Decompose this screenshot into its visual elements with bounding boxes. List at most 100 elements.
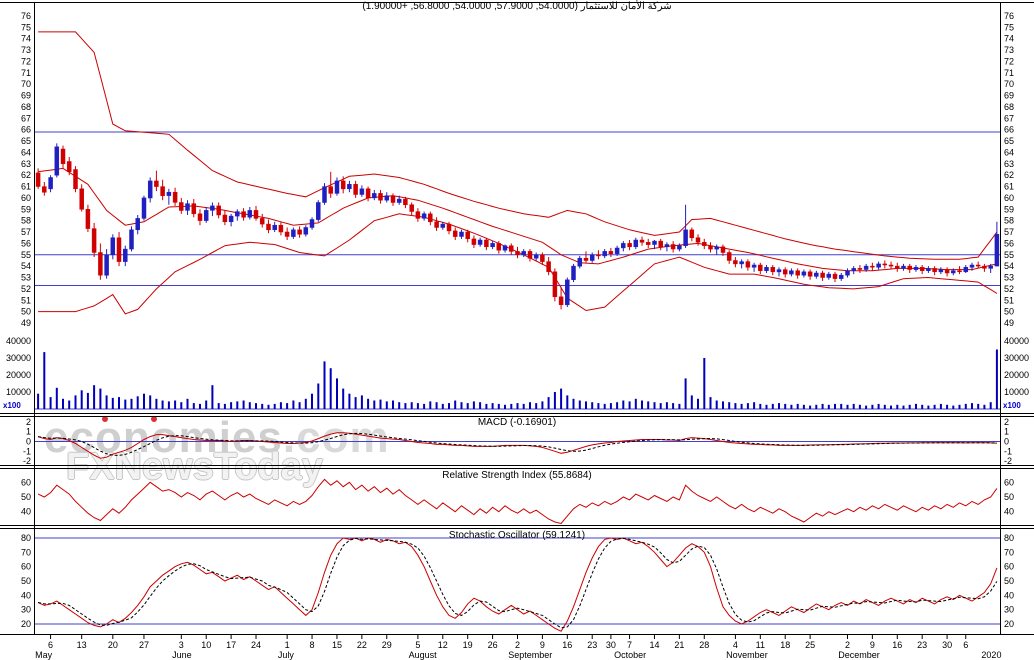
svg-text:40: 40 bbox=[21, 507, 31, 517]
svg-text:30000: 30000 bbox=[1004, 353, 1029, 363]
svg-text:71: 71 bbox=[1004, 68, 1014, 78]
svg-text:May: May bbox=[35, 650, 53, 660]
svg-text:60: 60 bbox=[21, 193, 31, 203]
svg-text:1: 1 bbox=[285, 640, 290, 650]
svg-text:51: 51 bbox=[1004, 295, 1014, 305]
svg-text:40: 40 bbox=[1004, 590, 1014, 600]
svg-text:70: 70 bbox=[1004, 547, 1014, 557]
svg-text:69: 69 bbox=[1004, 91, 1014, 101]
svg-text:73: 73 bbox=[21, 45, 31, 55]
svg-text:28: 28 bbox=[699, 640, 709, 650]
svg-text:56: 56 bbox=[1004, 238, 1014, 248]
svg-text:0: 0 bbox=[1004, 437, 1009, 447]
svg-text:50: 50 bbox=[1004, 492, 1014, 502]
rsi-layer bbox=[37, 478, 998, 525]
svg-text:68: 68 bbox=[1004, 102, 1014, 112]
volume-bars bbox=[37, 349, 998, 410]
macd-layer bbox=[37, 432, 997, 459]
svg-text:80: 80 bbox=[1004, 533, 1014, 543]
svg-text:27: 27 bbox=[139, 640, 149, 650]
svg-text:5: 5 bbox=[415, 640, 420, 650]
svg-text:10000: 10000 bbox=[6, 387, 31, 397]
svg-text:50: 50 bbox=[21, 492, 31, 502]
svg-text:16: 16 bbox=[892, 640, 902, 650]
svg-text:2: 2 bbox=[515, 640, 520, 650]
svg-text:2: 2 bbox=[1004, 417, 1009, 427]
svg-text:62: 62 bbox=[1004, 170, 1014, 180]
chart-title: شركة الأمان للاستثمار (54.0000, 57.9000,… bbox=[362, 1, 672, 12]
svg-text:30: 30 bbox=[1004, 605, 1014, 615]
svg-text:-2: -2 bbox=[23, 456, 31, 466]
svg-text:1: 1 bbox=[1004, 427, 1009, 437]
rsi-panel-title: Relative Strength Index (55.8684) bbox=[442, 470, 592, 481]
svg-text:7: 7 bbox=[627, 640, 632, 650]
svg-text:50: 50 bbox=[1004, 307, 1014, 317]
svg-text:13: 13 bbox=[77, 640, 87, 650]
svg-text:October: October bbox=[614, 650, 646, 660]
macd-panel-title: MACD (-0.16901) bbox=[477, 417, 557, 428]
svg-text:30: 30 bbox=[21, 605, 31, 615]
svg-text:20000: 20000 bbox=[1004, 370, 1029, 380]
svg-text:-2: -2 bbox=[1004, 456, 1012, 466]
svg-text:1: 1 bbox=[26, 427, 31, 437]
svg-text:29: 29 bbox=[382, 640, 392, 650]
bollinger-bands bbox=[38, 31, 998, 315]
svg-text:-1: -1 bbox=[23, 446, 31, 456]
svg-text:55: 55 bbox=[21, 250, 31, 260]
svg-text:73: 73 bbox=[1004, 45, 1014, 55]
svg-text:23: 23 bbox=[587, 640, 597, 650]
svg-text:8: 8 bbox=[310, 640, 315, 650]
svg-text:65: 65 bbox=[1004, 136, 1014, 146]
svg-text:72: 72 bbox=[21, 56, 31, 66]
svg-text:52: 52 bbox=[1004, 284, 1014, 294]
watermark-dot bbox=[102, 416, 108, 422]
svg-text:66: 66 bbox=[1004, 125, 1014, 135]
svg-text:62: 62 bbox=[21, 170, 31, 180]
svg-text:57: 57 bbox=[21, 227, 31, 237]
svg-text:September: September bbox=[508, 650, 552, 660]
watermark-brand: economies.com bbox=[44, 413, 390, 463]
svg-text:69: 69 bbox=[21, 91, 31, 101]
svg-text:52: 52 bbox=[21, 284, 31, 294]
svg-text:80: 80 bbox=[21, 533, 31, 543]
svg-text:9: 9 bbox=[540, 640, 545, 650]
svg-text:17: 17 bbox=[226, 640, 236, 650]
svg-text:60: 60 bbox=[1004, 193, 1014, 203]
svg-text:12: 12 bbox=[438, 640, 448, 650]
svg-text:53: 53 bbox=[1004, 273, 1014, 283]
svg-text:16: 16 bbox=[562, 640, 572, 650]
volume-unit-label-right: x100 bbox=[1003, 401, 1021, 410]
svg-text:-1: -1 bbox=[1004, 446, 1012, 456]
svg-text:20000: 20000 bbox=[6, 370, 31, 380]
svg-text:50: 50 bbox=[21, 307, 31, 317]
candles-layer bbox=[35, 143, 1000, 310]
svg-text:72: 72 bbox=[1004, 56, 1014, 66]
svg-text:76: 76 bbox=[1004, 11, 1014, 21]
svg-text:74: 74 bbox=[1004, 34, 1014, 44]
svg-text:6: 6 bbox=[963, 640, 968, 650]
svg-text:22: 22 bbox=[357, 640, 367, 650]
svg-text:30000: 30000 bbox=[6, 353, 31, 363]
svg-text:58: 58 bbox=[21, 216, 31, 226]
svg-text:61: 61 bbox=[21, 182, 31, 192]
svg-text:21: 21 bbox=[674, 640, 684, 650]
svg-text:10000: 10000 bbox=[1004, 387, 1029, 397]
svg-text:74: 74 bbox=[21, 34, 31, 44]
watermark-tagline: FXNewsToday bbox=[66, 446, 323, 488]
volume-unit-label-left: x100 bbox=[3, 401, 21, 410]
svg-text:75: 75 bbox=[21, 22, 31, 32]
svg-text:15: 15 bbox=[332, 640, 342, 650]
svg-text:49: 49 bbox=[21, 318, 31, 328]
svg-text:59: 59 bbox=[1004, 204, 1014, 214]
svg-text:50: 50 bbox=[21, 576, 31, 586]
svg-text:20: 20 bbox=[21, 619, 31, 629]
svg-text:63: 63 bbox=[21, 159, 31, 169]
panel-frame bbox=[0, 2, 1034, 635]
svg-text:July: July bbox=[278, 650, 295, 660]
svg-text:December: December bbox=[838, 650, 880, 660]
svg-text:51: 51 bbox=[21, 295, 31, 305]
svg-text:40000: 40000 bbox=[6, 336, 31, 346]
svg-text:4: 4 bbox=[733, 640, 738, 650]
